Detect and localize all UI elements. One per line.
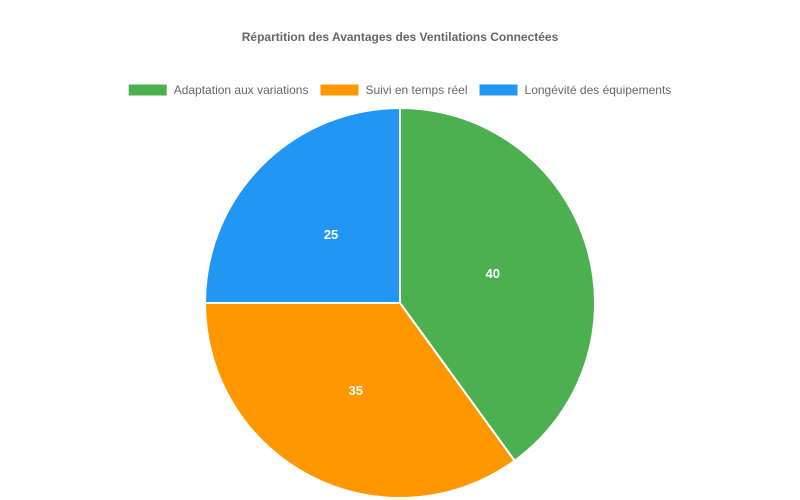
legend-swatch-longevite-des-equipements [479,84,518,96]
chart-title: Répartition des Avantages des Ventilatio… [242,30,559,44]
legend-item-adaptation-aux-variations[interactable]: Adaptation aux variations [128,83,309,97]
data-label-suivi-en-temps-reel: 35 [349,383,363,398]
legend-item-longevite-des-equipements[interactable]: Longévité des équipements [479,83,672,97]
legend-item-suivi-en-temps-reel[interactable]: Suivi en temps réel [320,83,468,97]
pie-slice-suivi-en-temps-reel[interactable] [203,302,517,499]
legend-swatch-suivi-en-temps-reel [320,84,359,96]
data-labels: 40 35 25 [324,227,500,398]
pie-slice-adaptation-aux-variations[interactable] [399,106,596,463]
legend-label-adaptation-aux-variations: Adaptation aux variations [174,83,309,97]
pie-slices [203,106,596,499]
legend-label-longevite-des-equipements: Longévité des équipements [525,83,672,97]
data-label-adaptation-aux-variations: 40 [485,266,499,281]
legend: Adaptation aux variations Suivi en temps … [128,83,672,97]
pie-slice-longevite-des-equipements[interactable] [203,106,401,304]
data-label-longevite-des-equipements: 25 [324,227,338,242]
legend-label-suivi-en-temps-reel: Suivi en temps réel [365,83,467,97]
legend-swatch-adaptation-aux-variations [128,84,167,96]
